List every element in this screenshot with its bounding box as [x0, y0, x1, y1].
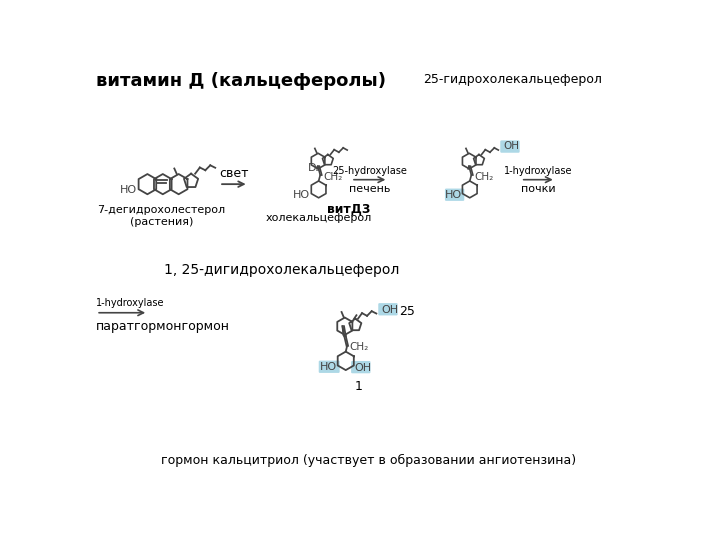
Text: 25: 25: [400, 305, 415, 318]
FancyBboxPatch shape: [500, 140, 520, 153]
FancyBboxPatch shape: [351, 361, 371, 373]
Text: HO: HO: [444, 190, 462, 200]
Text: HO: HO: [293, 190, 310, 200]
FancyBboxPatch shape: [319, 361, 340, 373]
Text: 1-hydroxylase: 1-hydroxylase: [504, 166, 572, 176]
Text: CH₂: CH₂: [323, 172, 342, 181]
Text: витД3: витД3: [328, 202, 371, 215]
Text: 1: 1: [354, 380, 362, 393]
Text: печень: печень: [349, 184, 390, 193]
Text: 7-дегидрохолестерол
(растения): 7-дегидрохолестерол (растения): [97, 205, 225, 227]
Text: OH: OH: [382, 305, 399, 315]
Text: холекальцеферол: холекальцеферол: [266, 213, 372, 223]
Text: CH₂: CH₂: [474, 172, 493, 181]
Text: CH₂: CH₂: [350, 342, 369, 352]
Text: 25-hydroxylase: 25-hydroxylase: [332, 166, 407, 176]
Text: OH: OH: [354, 362, 372, 373]
Text: 1, 25-дигидрохолекальцеферол: 1, 25-дигидрохолекальцеферол: [163, 264, 399, 278]
Text: витамин Д (кальцеферолы): витамин Д (кальцеферолы): [96, 72, 386, 91]
Text: HO: HO: [320, 362, 337, 372]
Text: паратгормонгормон: паратгормонгормон: [96, 320, 230, 333]
FancyBboxPatch shape: [378, 303, 397, 315]
Text: HO: HO: [120, 185, 137, 195]
Text: почки: почки: [521, 184, 556, 193]
Text: 25-гидрохолекальцеферол: 25-гидрохолекальцеферол: [423, 72, 602, 85]
Text: 1-hydroxylase: 1-hydroxylase: [96, 298, 165, 308]
Text: гормон кальцитриол (участвует в образовании ангиотензина): гормон кальцитриол (участвует в образова…: [161, 454, 577, 467]
FancyBboxPatch shape: [445, 188, 464, 201]
Text: свет: свет: [219, 166, 248, 179]
Text: D₃: D₃: [308, 163, 321, 173]
Text: OH: OH: [504, 141, 520, 151]
